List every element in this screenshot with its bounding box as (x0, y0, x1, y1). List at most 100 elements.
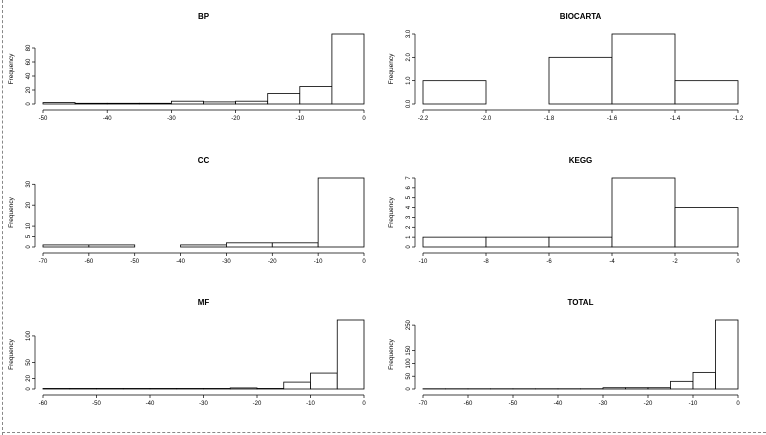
x-tick-label: 0 (362, 259, 366, 265)
x-tick-label: -40 (554, 401, 563, 407)
left-dashed-border (2, 0, 3, 435)
y-tick-label: 6 (406, 186, 412, 190)
x-tick-label: -20 (644, 401, 653, 407)
histogram-bar (692, 371, 716, 390)
x-tick-label: -2.0 (481, 116, 492, 122)
histogram-bar (611, 33, 676, 105)
y-tick-label: 10 (26, 222, 32, 229)
y-tick-label: 40 (26, 72, 32, 79)
histogram-bar (310, 372, 338, 390)
histogram-bar (42, 244, 90, 248)
y-axis-label: Frequency (8, 338, 15, 369)
histogram-bar (602, 387, 626, 390)
histogram-bar (336, 319, 365, 390)
histogram-bar (256, 388, 285, 390)
y-tick-label: 1 (406, 235, 412, 239)
histogram-bar (203, 388, 231, 390)
y-tick-label: 5 (26, 234, 32, 238)
x-tick-label: -10 (306, 401, 315, 407)
x-tick-label: -60 (39, 401, 48, 407)
histogram-bar (625, 387, 649, 390)
histogram-bar (170, 100, 204, 105)
histogram-bar (42, 388, 71, 390)
x-tick-label: -30 (599, 401, 608, 407)
histogram-kegg: KEGG -10 -8 -6 -4 -2 0 0 1 2 3 4 5 6 7 Frequency (388, 156, 740, 265)
x-tick-label: -40 (146, 401, 155, 407)
x-tick-label: -70 (39, 259, 48, 265)
y-axis-label: Frequency (8, 196, 15, 227)
y-axis-label: Frequency (388, 196, 395, 227)
x-tick-label: 0 (362, 401, 366, 407)
x-tick-label: -70 (419, 401, 428, 407)
histogram-bar (299, 86, 333, 105)
histogram-bar (69, 388, 97, 390)
y-tick-label: 0 (26, 387, 32, 391)
histogram-bar (203, 101, 236, 105)
histogram-bar (647, 387, 671, 390)
chart-title: MF (198, 298, 210, 307)
histogram-bar (422, 80, 487, 105)
histogram-bar (674, 207, 739, 248)
y-tick-label: 20 (26, 201, 32, 208)
y-tick-label: 20 (26, 374, 32, 381)
histogram-bar (229, 387, 258, 390)
x-tick-label: -50 (92, 401, 101, 407)
histogram-total: TOTAL -70 -60 -50 -40 -30 -20 -10 0 0 50 100 150 250 F… (388, 298, 740, 407)
x-tick-label: -2 (672, 259, 678, 265)
x-tick-label: -40 (103, 116, 112, 122)
x-tick-label: -6 (546, 259, 552, 265)
y-tick-label: 0.0 (406, 99, 412, 108)
histogram-bar (106, 102, 140, 105)
x-tick-label: -8 (483, 259, 489, 265)
histogram-bar (149, 388, 178, 390)
x-tick-label: -20 (231, 116, 240, 122)
x-tick-label: 0 (362, 116, 366, 122)
x-tick-label: -20 (268, 259, 277, 265)
y-tick-label: 3 (406, 215, 412, 219)
histogram-bar (422, 236, 487, 248)
histogram-biocarta: BIOCARTA -2.2 -2.0 -1.8 -1.6 -1.4 -1.2 0.0 1.0 2.… (388, 12, 744, 122)
x-tick-label: 0 (736, 401, 740, 407)
histogram-bar (180, 244, 227, 248)
x-tick-label: -10 (295, 116, 304, 122)
histogram-bar (283, 381, 311, 390)
histogram-bar (670, 380, 694, 390)
histogram-bar (715, 319, 739, 390)
histogram-bp: BP -50 -40 -30 -20 -10 0 0 20 40 60 80 Frequency (8, 12, 366, 122)
y-tick-label: 60 (26, 58, 32, 65)
y-axis-label: Frequency (8, 53, 15, 84)
histogram-bar (674, 80, 739, 105)
x-tick-label: -60 (464, 401, 473, 407)
histogram-bar (331, 33, 365, 105)
y-tick-label: 150 (406, 345, 412, 356)
histogram-bar (317, 177, 365, 248)
y-tick-label: 100 (406, 358, 412, 369)
y-tick-label: 80 (26, 44, 32, 51)
x-tick-label: -10 (419, 259, 428, 265)
y-tick-label: 5 (406, 195, 412, 199)
chart-title: CC (198, 156, 210, 165)
histogram-bar (611, 177, 676, 248)
x-tick-label: -10 (689, 401, 698, 407)
x-tick-label: -10 (314, 259, 323, 265)
histogram-bar (548, 56, 613, 105)
histogram-bar (485, 236, 550, 248)
x-tick-label: -1.2 (733, 116, 744, 122)
x-tick-label: -1.4 (670, 116, 681, 122)
x-tick-label: -30 (199, 401, 208, 407)
histogram-bar (96, 388, 124, 390)
x-tick-label: -50 (509, 401, 518, 407)
histogram-bar (548, 236, 613, 248)
x-tick-label: -1.8 (544, 116, 555, 122)
y-tick-label: 100 (26, 330, 32, 341)
histogram-bar (42, 102, 76, 105)
y-tick-label: 4 (406, 205, 412, 209)
y-tick-label: 20 (26, 86, 32, 93)
histogram-bar (267, 93, 301, 105)
x-tick-label: -50 (130, 259, 139, 265)
x-tick-label: -60 (85, 259, 94, 265)
x-tick-label: -1.6 (607, 116, 618, 122)
x-tick-label: -20 (253, 401, 262, 407)
y-tick-label: 30 (26, 180, 32, 187)
